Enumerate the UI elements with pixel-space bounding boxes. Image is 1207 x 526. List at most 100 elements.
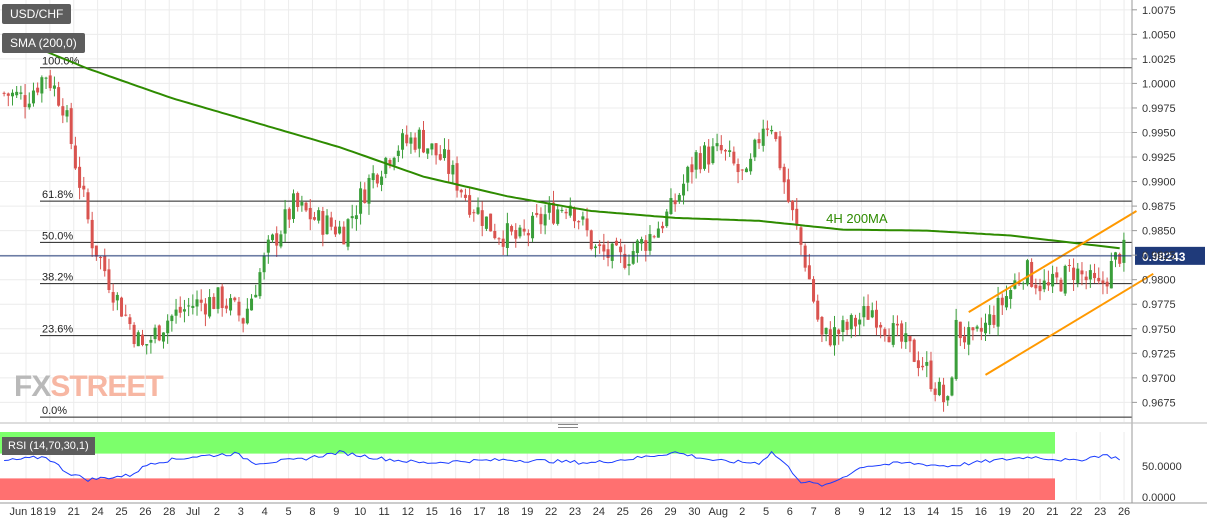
candle-body	[694, 152, 698, 170]
candle-body	[954, 319, 958, 380]
candle-body	[958, 321, 962, 339]
x-tick-label: 15	[426, 506, 438, 518]
candle-body	[476, 207, 480, 214]
candle-body	[765, 128, 769, 130]
candle-body	[686, 166, 690, 183]
candle-body	[807, 265, 811, 280]
candle-body	[1000, 297, 1004, 306]
candle-body	[52, 85, 56, 89]
candle-body	[606, 249, 610, 259]
logo-fx-text: FX	[14, 370, 51, 403]
candle-body	[136, 332, 140, 347]
candle-body	[677, 194, 681, 202]
candle-body	[623, 253, 627, 268]
panel-resize-handle[interactable]	[558, 424, 578, 430]
candle-body	[90, 219, 94, 249]
x-tick-label: 10	[354, 506, 366, 518]
candle-body	[929, 360, 933, 390]
candle-body	[426, 148, 430, 154]
candle-body	[799, 227, 803, 245]
fxstreet-logo: FXSTREET	[14, 370, 164, 404]
candle-body	[753, 139, 757, 158]
candle-body	[1093, 272, 1097, 279]
candle-body	[518, 227, 522, 237]
candle-body	[568, 205, 572, 216]
candle-body	[262, 255, 266, 273]
candle-body	[627, 263, 631, 266]
candle-body	[757, 139, 761, 144]
candle-body	[1038, 285, 1042, 292]
candle-body	[1118, 253, 1122, 264]
candle-body	[501, 238, 505, 247]
rsi-label: RSI (14,70,30,1)	[2, 437, 95, 455]
candle-body	[27, 103, 31, 108]
candle-body	[816, 300, 820, 320]
candle-body	[1109, 261, 1113, 289]
candle-body	[803, 245, 807, 268]
candle-body	[849, 315, 853, 330]
candle-body	[31, 90, 35, 104]
fib-level-label: 38.2%	[42, 272, 73, 284]
candle-body	[325, 215, 329, 235]
candle-body	[514, 230, 518, 239]
candle-body	[602, 244, 606, 252]
candle-body	[732, 151, 736, 164]
candle-body	[736, 164, 740, 173]
candle-body	[619, 246, 623, 253]
x-tick-label: 14	[927, 506, 939, 518]
candle-body	[275, 233, 279, 246]
x-tick-label: 26	[1118, 506, 1130, 518]
candle-body	[719, 145, 723, 151]
candle-body	[296, 193, 300, 207]
candle-body	[417, 129, 421, 149]
candle-body	[1101, 280, 1105, 284]
candle-body	[300, 202, 304, 206]
candle-body	[921, 365, 925, 368]
candle-body	[166, 320, 170, 334]
candle-body	[648, 234, 652, 251]
candle-body	[971, 327, 975, 331]
rsi-panel: 50.0000 0.0000	[0, 432, 1182, 504]
y-tick-label: 0.9725	[1142, 348, 1176, 360]
x-tick-label: 20	[1022, 506, 1034, 518]
candle-body	[640, 239, 644, 244]
candle-body	[61, 106, 65, 116]
candle-body	[451, 164, 455, 175]
candle-body	[946, 396, 950, 401]
x-tick-label: Jun 18	[9, 506, 42, 518]
candle-body	[338, 226, 342, 234]
candle-body	[438, 154, 442, 160]
candle-body	[220, 286, 224, 309]
x-tick-label: 21	[68, 506, 80, 518]
candle-body	[199, 299, 203, 303]
candle-body	[245, 308, 249, 324]
sma-label: SMA (200,0)	[2, 33, 85, 53]
candle-body	[392, 157, 396, 166]
y-tick-label: 0.9825	[1142, 250, 1176, 262]
candle-body	[6, 93, 10, 96]
candle-body	[711, 146, 715, 164]
candle-body	[740, 169, 744, 171]
candle-body	[1059, 279, 1063, 292]
x-tick-label: 5	[286, 506, 292, 518]
y-tick-label: 0.9775	[1142, 299, 1176, 311]
candle-body	[925, 361, 929, 366]
x-tick-label: 9	[333, 506, 339, 518]
x-tick-label: 8	[309, 506, 315, 518]
candle-body	[593, 246, 597, 249]
candle-body	[1084, 276, 1088, 281]
candle-body	[312, 217, 316, 220]
y-tick-label: 1.0025	[1142, 54, 1176, 66]
candle-body	[170, 315, 174, 322]
candle-body	[673, 200, 677, 205]
candle-body	[820, 317, 824, 335]
x-tick-label: 25	[115, 506, 127, 518]
y-tick-label: 0.9800	[1142, 275, 1176, 287]
rsi-overbought-zone	[0, 432, 1055, 454]
candle-body	[1055, 272, 1059, 278]
candle-body	[480, 210, 484, 226]
candle-body	[895, 323, 899, 326]
candle-body	[1051, 273, 1055, 287]
candle-body	[883, 329, 887, 336]
x-tick-label: 25	[617, 506, 629, 518]
